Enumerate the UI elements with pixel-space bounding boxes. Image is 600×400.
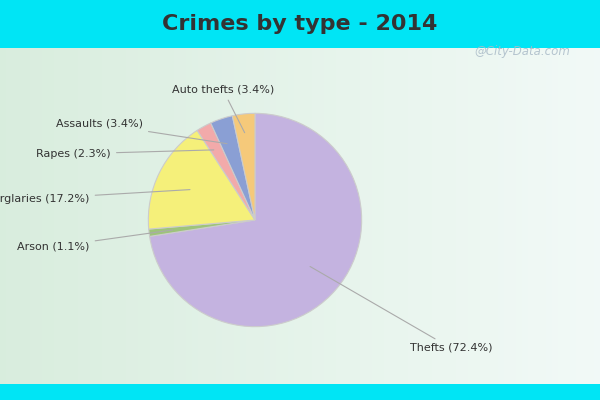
Text: Rapes (2.3%): Rapes (2.3%) xyxy=(37,149,214,159)
Wedge shape xyxy=(232,113,255,220)
Wedge shape xyxy=(149,220,255,236)
Wedge shape xyxy=(211,116,255,220)
Wedge shape xyxy=(148,130,255,229)
Text: Assaults (3.4%): Assaults (3.4%) xyxy=(56,119,227,144)
Text: Burglaries (17.2%): Burglaries (17.2%) xyxy=(0,190,190,204)
Text: Crimes by type - 2014: Crimes by type - 2014 xyxy=(163,14,437,34)
Text: @City-Data.com: @City-Data.com xyxy=(474,46,570,58)
Wedge shape xyxy=(149,113,362,327)
Wedge shape xyxy=(197,123,255,220)
Text: Arson (1.1%): Arson (1.1%) xyxy=(17,230,173,252)
Text: Auto thefts (3.4%): Auto thefts (3.4%) xyxy=(172,85,274,133)
Text: Thefts (72.4%): Thefts (72.4%) xyxy=(310,266,492,353)
